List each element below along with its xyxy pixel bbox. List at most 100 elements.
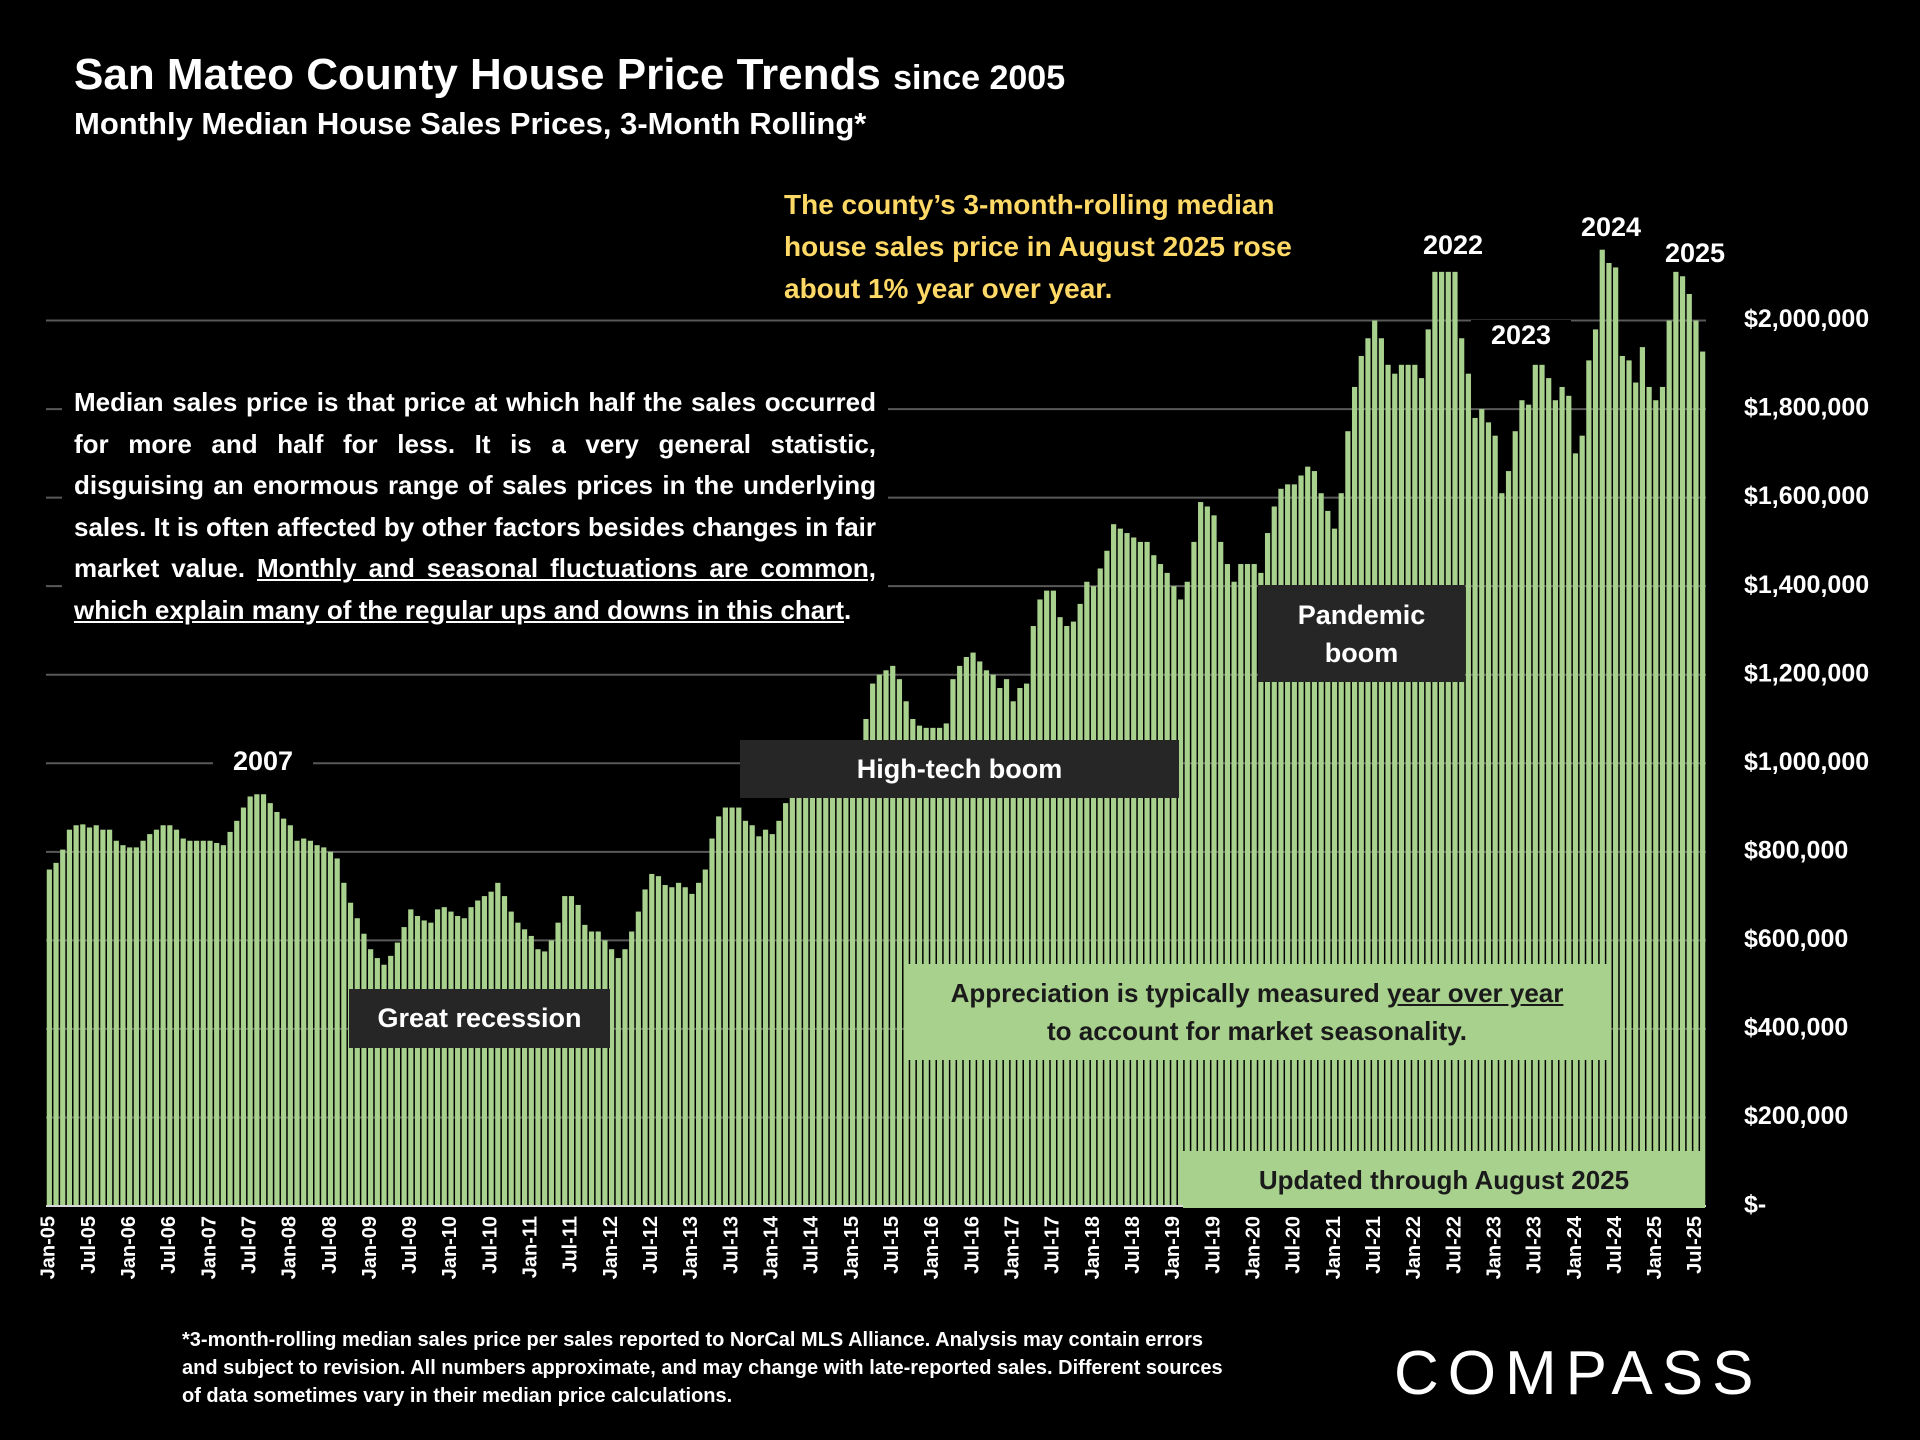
bar (675, 882, 682, 1206)
bar (281, 818, 287, 1206)
bar (200, 840, 206, 1206)
bar (1613, 267, 1619, 1206)
x-tick-label: Jan-22 (1403, 1216, 1425, 1279)
bar (187, 840, 193, 1206)
bar (220, 845, 226, 1206)
bar (354, 918, 360, 1206)
bar (1164, 572, 1170, 1206)
x-tick-label: Jan-24 (1564, 1215, 1586, 1279)
bar (401, 927, 407, 1206)
bar (548, 940, 554, 1206)
x-tick-label: Jul-20 (1283, 1216, 1305, 1274)
bar (53, 862, 59, 1206)
bar (1191, 541, 1197, 1206)
bar (1599, 249, 1605, 1206)
bar (1633, 382, 1639, 1206)
bar (1505, 471, 1512, 1206)
bar (629, 931, 635, 1206)
bar (120, 845, 126, 1206)
bar (1124, 533, 1130, 1206)
bar (1659, 386, 1666, 1206)
bar (1198, 502, 1204, 1207)
bar (508, 911, 514, 1206)
footnote: *3-month-rolling median sales price per … (182, 1329, 1223, 1407)
bar (1285, 484, 1291, 1206)
callout: The county’s 3-month-rolling median hous… (770, 180, 1358, 318)
bar (475, 900, 481, 1206)
x-tick-label: Jul-07 (238, 1216, 260, 1274)
annotation: 2025 (1664, 238, 1726, 268)
bar (689, 893, 695, 1206)
bar (843, 794, 849, 1206)
x-tick-label: Jan-19 (1162, 1216, 1184, 1279)
x-tick-label: Jan-20 (1242, 1216, 1264, 1279)
bar (434, 909, 441, 1206)
bar (622, 949, 628, 1206)
bar (903, 701, 909, 1206)
bar (950, 679, 956, 1206)
explainer-underlined: Monthly and seasonal fluctuations are co… (74, 553, 876, 625)
bar (1572, 453, 1579, 1206)
bar (582, 924, 588, 1206)
bar (736, 807, 742, 1206)
bar (1251, 564, 1257, 1206)
bar (1157, 564, 1164, 1206)
bar (287, 825, 293, 1206)
bar (776, 820, 782, 1206)
bar (1104, 550, 1110, 1206)
bar (1084, 581, 1090, 1206)
seasonality-note: Appreciation is typically measured year … (907, 964, 1607, 1060)
bar (1378, 338, 1384, 1207)
bar (46, 869, 52, 1206)
chart-subtitle: Monthly Median House Sales Prices, 3-Mon… (74, 106, 867, 141)
x-tick-label: Jan-16 (921, 1216, 943, 1279)
bar (1566, 395, 1572, 1206)
bar (267, 803, 273, 1206)
bar (1144, 541, 1150, 1206)
bar (1218, 541, 1224, 1206)
bar (481, 896, 488, 1206)
bar (448, 911, 454, 1206)
bar (1459, 338, 1465, 1207)
x-tick-label: Jul-12 (640, 1216, 662, 1274)
x-tick-label: Jan-18 (1082, 1216, 1104, 1279)
bar (595, 931, 601, 1206)
bar (756, 836, 762, 1206)
bar (1345, 431, 1351, 1206)
x-tick-label: Jul-14 (801, 1215, 823, 1274)
bar (602, 940, 608, 1206)
bar (1626, 360, 1632, 1207)
bar (555, 922, 561, 1206)
bar (1264, 533, 1271, 1206)
bar (1432, 271, 1438, 1206)
bar (441, 907, 447, 1206)
annotation-box: Pandemic boom (1258, 585, 1465, 682)
logo: COMPASS (1394, 1339, 1763, 1408)
bar (1151, 555, 1157, 1206)
bar (1385, 364, 1391, 1206)
annotation-box: Great recession (349, 989, 610, 1048)
bar (1204, 506, 1210, 1206)
bar (977, 661, 983, 1206)
bar (501, 896, 508, 1206)
bar (314, 845, 320, 1206)
bar (849, 763, 856, 1206)
bar (1559, 386, 1565, 1206)
bar (963, 657, 969, 1206)
bar (1365, 338, 1371, 1207)
bar (836, 794, 842, 1206)
bar (247, 796, 253, 1206)
bar (240, 807, 247, 1206)
bar (1606, 262, 1612, 1206)
explainer-end: . (844, 594, 852, 625)
title-main: San Mateo County House Price Trends (74, 50, 881, 99)
bar (394, 942, 401, 1206)
bar (789, 785, 795, 1206)
bar (334, 858, 340, 1206)
bar (983, 670, 990, 1206)
update-note: Updated through August 2025 (1183, 1151, 1705, 1208)
bar (488, 891, 494, 1206)
bar (327, 851, 334, 1206)
bar (234, 820, 240, 1206)
bar (870, 683, 876, 1206)
